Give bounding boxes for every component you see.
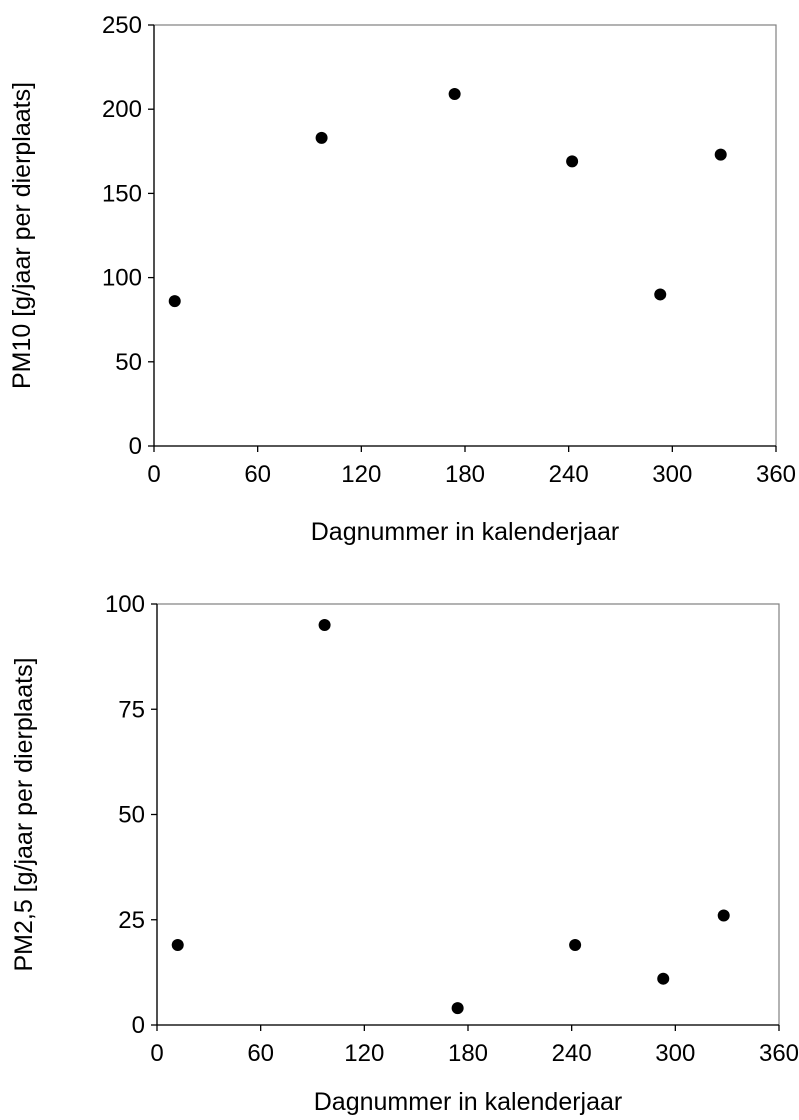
x-tick-label: 360	[759, 1040, 799, 1067]
y-axis-label: PM10 [g/jaar per dierplaats]	[8, 82, 36, 389]
x-tick-label: 0	[150, 1040, 163, 1067]
y-tick-label: 25	[118, 907, 145, 934]
data-point	[315, 131, 328, 144]
y-tick-label: 75	[118, 696, 145, 723]
x-tick-label: 300	[652, 461, 692, 488]
data-point	[657, 972, 670, 985]
x-axis-label: Dagnummer in kalenderjaar	[311, 518, 619, 546]
data-point	[717, 909, 730, 922]
x-tick-label: 180	[445, 461, 485, 488]
y-tick-label: 50	[115, 349, 142, 376]
data-point	[566, 155, 579, 168]
x-tick-label: 240	[552, 1040, 592, 1067]
x-tick-label: 180	[448, 1040, 488, 1067]
x-axis-label: Dagnummer in kalenderjaar	[314, 1088, 622, 1116]
x-tick-label: 0	[147, 461, 160, 488]
plot-frame	[156, 603, 780, 1026]
x-tick-label: 240	[549, 461, 589, 488]
y-tick-label: 100	[105, 591, 145, 618]
y-tick-label: 200	[102, 96, 142, 123]
plot-frame	[153, 24, 777, 447]
x-tick-label: 120	[341, 461, 381, 488]
y-tick-label: 150	[102, 180, 142, 207]
data-point	[451, 1002, 464, 1015]
y-tick-label: 0	[132, 1012, 145, 1039]
chart-2: 0 25 50 75 100 0 60 120 180 240 300 360 Dagnummer in…	[10, 591, 799, 1116]
data-point	[318, 619, 331, 632]
y-tick-label: 50	[118, 802, 145, 829]
y-axis-label: PM2,5 [g/jaar per dierplaats]	[10, 657, 38, 971]
y-tick-label: 0	[129, 433, 142, 460]
data-point	[448, 88, 461, 101]
x-tick-label: 300	[655, 1040, 695, 1067]
data-point	[569, 939, 582, 952]
data-point	[654, 288, 667, 301]
x-tick-label: 60	[244, 461, 271, 488]
y-tick-label: 100	[102, 265, 142, 292]
data-point	[171, 939, 184, 952]
x-tick-label: 60	[247, 1040, 274, 1067]
data-point	[168, 295, 181, 308]
x-tick-label: 360	[756, 461, 796, 488]
y-tick-label: 250	[102, 12, 142, 39]
chart-1: 0 50 100 150 200 250 0 60 120 180 240 300 360 Dagnumm…	[8, 12, 796, 546]
x-tick-label: 120	[344, 1040, 384, 1067]
data-point	[714, 148, 727, 161]
